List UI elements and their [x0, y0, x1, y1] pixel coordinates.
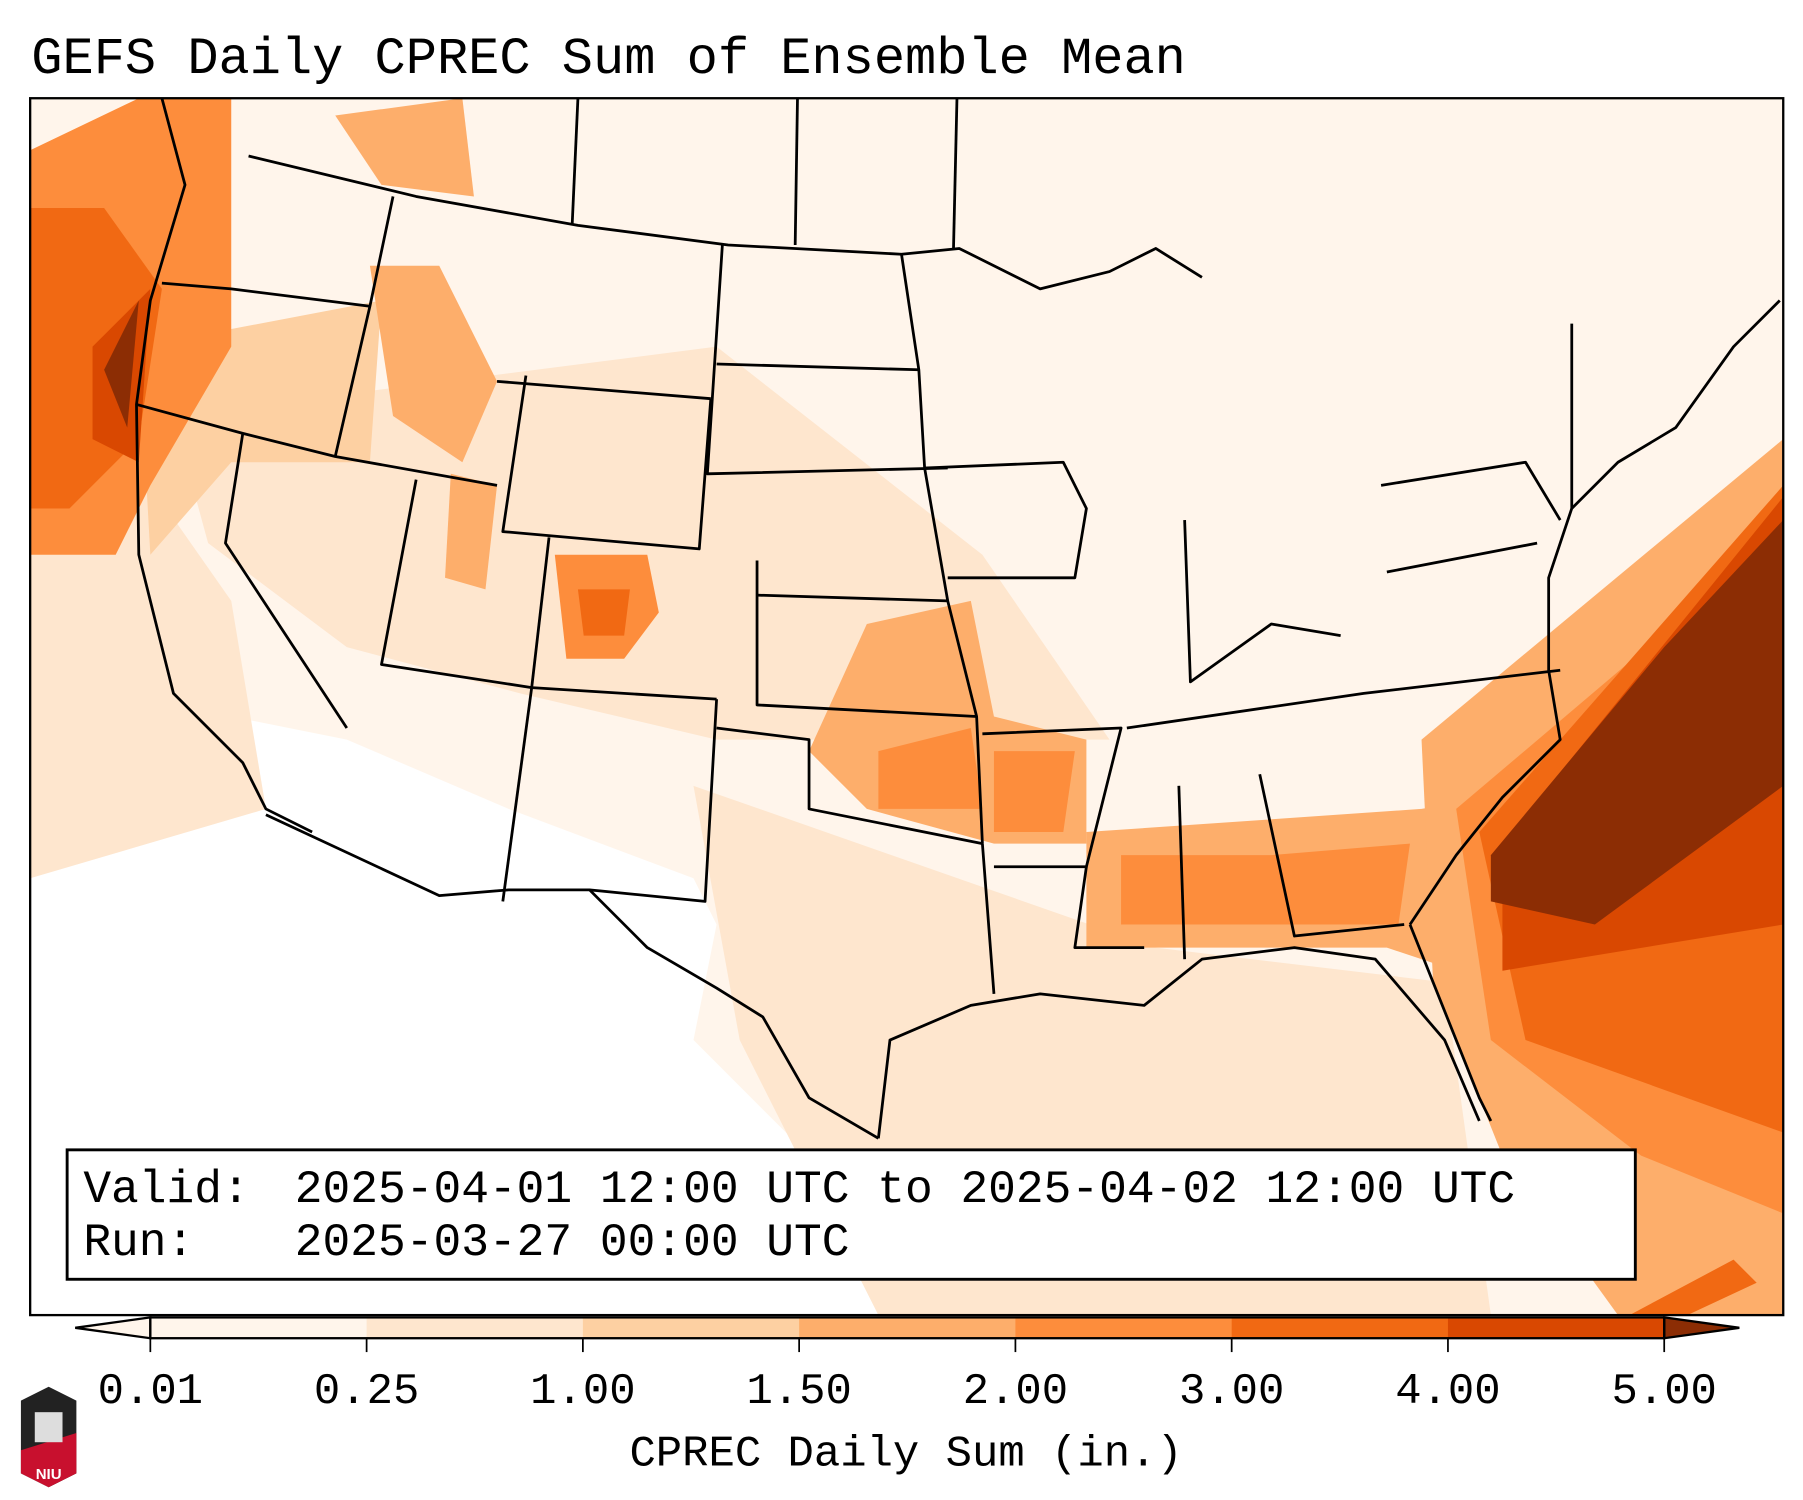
colorbar-outline — [149, 1316, 1666, 1340]
colorbar-segment — [1447, 1317, 1665, 1339]
colorbar-tick-label: 0.25 — [314, 1367, 419, 1417]
colorbar-segment — [799, 1317, 1016, 1339]
run-value: 2025-03-27 00:00 UTC — [295, 1217, 850, 1269]
valid-value: 2025-04-01 12:00 UTC to 2025-04-02 12:00… — [295, 1164, 1515, 1216]
map-boundaries — [135, 98, 1781, 1140]
colorbar-tick-label: 1.50 — [746, 1367, 851, 1417]
figure-title: GEFS Daily CPREC Sum of Ensemble Mean — [31, 30, 1186, 89]
run-label: Run: — [83, 1217, 194, 1269]
svg-text:NIU: NIU — [36, 1466, 62, 1483]
colorbar-tick-label: 1.00 — [530, 1367, 635, 1417]
colorbar-segment — [366, 1317, 584, 1339]
colorbar-tick-label: 2.00 — [963, 1367, 1068, 1417]
colorbar-label: CPREC Daily Sum (in.) — [629, 1429, 1182, 1479]
colorbar-extend-low — [75, 1316, 152, 1340]
colorbar-tick-label: 3.00 — [1179, 1367, 1284, 1417]
colorbar-tick-label: 5.00 — [1612, 1367, 1717, 1417]
colorbar-segment — [582, 1317, 800, 1339]
map-frame — [29, 97, 1785, 1317]
colorbar-tick-label: 0.01 — [98, 1367, 203, 1417]
niu-logo: NIU — [20, 1386, 77, 1488]
colorbar-extend-high — [1663, 1316, 1740, 1340]
info-box: Valid: 2025-04-01 12:00 UTC to 2025-04-0… — [65, 1148, 1637, 1281]
colorbar-segment — [1231, 1317, 1449, 1339]
colorbar-tick-label: 4.00 — [1395, 1367, 1500, 1417]
colorbar: 0.01 0.25 1.00 1.50 2.00 3.00 4.00 5.00 — [75, 1316, 1740, 1417]
colorbar-segment — [150, 1317, 368, 1339]
colorbar-segment — [1015, 1317, 1233, 1339]
valid-label: Valid: — [83, 1164, 249, 1216]
